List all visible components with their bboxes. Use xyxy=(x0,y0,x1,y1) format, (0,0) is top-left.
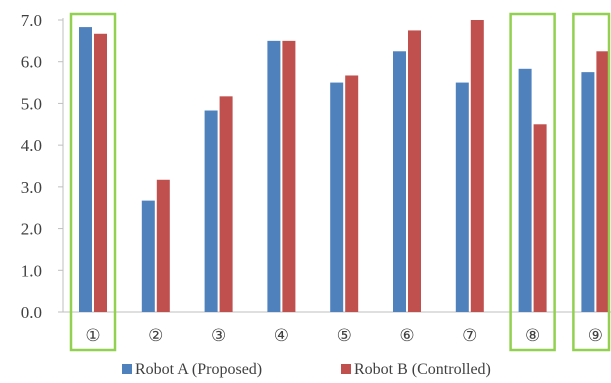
bar-robot-a xyxy=(518,68,532,312)
bar-robot-b xyxy=(596,51,610,313)
bar-robot-b xyxy=(533,124,547,313)
x-category-label: ② xyxy=(148,326,163,346)
legend-swatch-robot-b xyxy=(341,364,351,374)
y-tick-label: 5.0 xyxy=(21,94,42,113)
bar-robot-a xyxy=(393,51,406,313)
highlight-box xyxy=(509,12,556,352)
legend: Robot A (Proposed) Robot B (Controlled) xyxy=(122,361,491,378)
y-tick-label: 2.0 xyxy=(21,220,42,239)
y-tick-label: 3.0 xyxy=(21,178,42,197)
bar-robot-a xyxy=(79,27,92,312)
x-category-label: ③ xyxy=(211,326,226,346)
bar-robot-b xyxy=(408,30,421,313)
bar-robot-a xyxy=(455,82,469,312)
y-tick-label: 7.0 xyxy=(21,11,42,30)
bar-robot-a xyxy=(581,72,595,313)
y-tick-label: 4.0 xyxy=(21,136,42,155)
bars xyxy=(79,20,610,313)
x-category-label: ① xyxy=(85,326,100,346)
bar-robot-a xyxy=(141,200,155,312)
bar-robot-a xyxy=(204,110,218,313)
y-tick-label: 0.0 xyxy=(21,303,42,322)
x-category-label: ④ xyxy=(274,326,289,346)
bar-robot-b xyxy=(345,75,359,312)
bar-robot-b xyxy=(219,96,233,312)
x-axis-labels: ① ② ③ ④ ⑤ ⑥ ⑦ ⑧ ⑨ xyxy=(85,326,603,346)
y-axis-ticks: 0.0 1.0 2.0 3.0 4.0 5.0 6.0 7.0 xyxy=(21,11,63,322)
y-tick-label: 1.0 xyxy=(21,261,42,280)
legend-label-robot-b: Robot B (Controlled) xyxy=(354,361,491,378)
x-category-label: ⑥ xyxy=(399,326,414,346)
bar-robot-a xyxy=(267,40,281,312)
bar-robot-b xyxy=(470,20,484,312)
bar-robot-b xyxy=(156,179,170,312)
bar-robot-b xyxy=(94,33,107,312)
x-category-label: ⑦ xyxy=(462,326,477,346)
highlight-boxes xyxy=(69,12,611,352)
x-category-label: ⑧ xyxy=(525,326,540,346)
highlight-box xyxy=(572,12,611,352)
highlight-box xyxy=(69,12,117,352)
bar-robot-b xyxy=(282,40,296,312)
bar-robot-a xyxy=(330,82,344,312)
legend-swatch-robot-a xyxy=(122,364,132,374)
y-tick-label: 6.0 xyxy=(21,53,42,72)
x-category-label: ⑨ xyxy=(588,326,603,346)
legend-label-robot-a: Robot A (Proposed) xyxy=(135,361,262,378)
x-category-label: ⑤ xyxy=(337,326,352,346)
